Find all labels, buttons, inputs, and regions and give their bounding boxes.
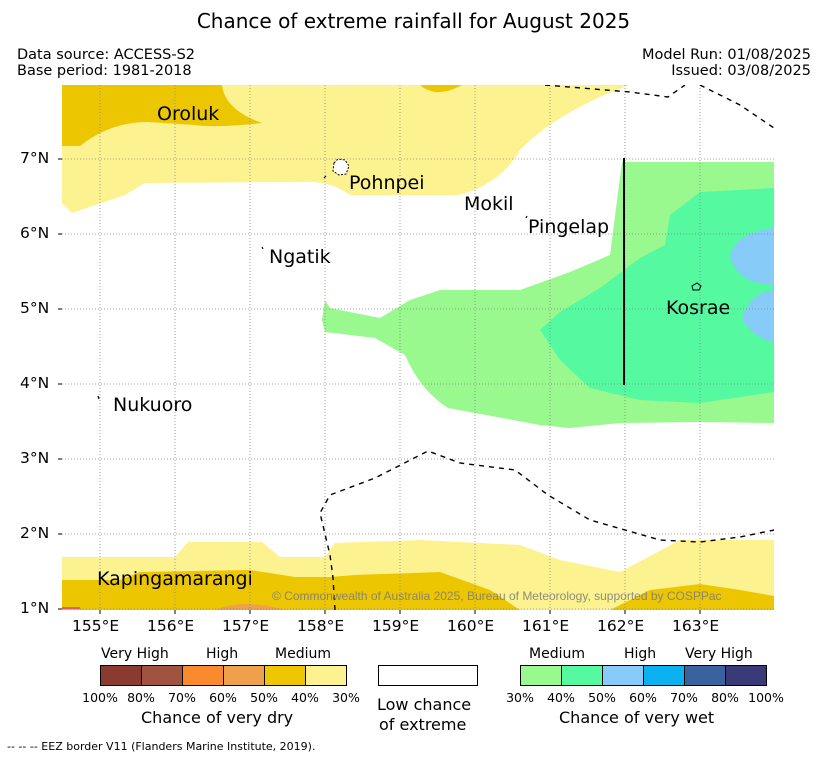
dry-group-high: High xyxy=(206,646,239,662)
wet-group-high: High xyxy=(624,646,657,662)
eez-footnote: -- -- -- EEZ border V11 (Flanders Marine… xyxy=(7,740,316,753)
copyright-text: © Commonwealth of Australia 2025, Bureau… xyxy=(272,589,722,603)
ngatik-atoll-mark xyxy=(261,246,264,250)
lat-tick-label: 3°N xyxy=(20,449,50,467)
label-oroluk: Oroluk xyxy=(157,103,220,125)
pohnpei-atoll-mark xyxy=(323,175,327,179)
label-kosrae: Kosrae xyxy=(666,297,731,319)
mokil-atoll-mark xyxy=(525,215,528,219)
tick-marks xyxy=(58,158,701,614)
lat-tick-label: 1°N xyxy=(20,599,50,617)
legend-percent: 70% xyxy=(670,690,698,705)
legend-percent: 50% xyxy=(588,690,616,705)
dry-group-very-high: Very High xyxy=(101,646,169,662)
lon-tick-label: 158°E xyxy=(297,617,345,635)
legend-swatch xyxy=(520,665,562,686)
legend-swatch xyxy=(643,665,685,686)
lon-tick-label: 161°E xyxy=(522,617,570,635)
label-nukuoro: Nukuoro xyxy=(113,394,193,416)
label-pohnpei: Pohnpei xyxy=(349,172,425,194)
legend-swatch xyxy=(684,665,726,686)
legend-swatch xyxy=(305,665,347,686)
dry-group-medium: Medium xyxy=(275,646,331,662)
legend-percent: 70% xyxy=(168,690,196,705)
pohnpei-island-outline xyxy=(332,158,350,176)
region-high-dry-south xyxy=(62,570,520,610)
issued-date: Issued: 03/08/2025 xyxy=(671,63,811,79)
region-very-high-wet xyxy=(730,228,774,285)
lon-tick-label: 155°E xyxy=(72,617,120,635)
eez-border-south xyxy=(319,450,774,610)
lat-tick-label: 4°N xyxy=(20,374,50,392)
lon-tick-label: 159°E xyxy=(372,617,420,635)
lon-tick-label: 162°E xyxy=(597,617,645,635)
wet-group-very-high: Very High xyxy=(685,646,753,662)
label-ngatik: Ngatik xyxy=(269,246,331,268)
data-source: Data source: ACCESS-S2 xyxy=(17,47,196,63)
nukuoro-atoll-mark xyxy=(97,395,100,400)
lat-tick-label: 5°N xyxy=(20,299,50,317)
legend-percent: 60% xyxy=(209,690,237,705)
dry-legend-title: Chance of very dry xyxy=(141,708,294,727)
map-title: Chance of extreme rainfall for August 20… xyxy=(196,9,631,33)
base-period: Base period: 1981-2018 xyxy=(17,63,192,79)
legend-percent: 100% xyxy=(748,690,784,705)
legend-swatch xyxy=(602,665,644,686)
lon-tick-label: 157°E xyxy=(222,617,270,635)
region-very-high-wet-south xyxy=(742,290,774,342)
lat-tick-label: 6°N xyxy=(20,224,50,242)
legend-percent: 60% xyxy=(629,690,657,705)
legend-percent: 50% xyxy=(250,690,278,705)
kosrae-island-outline xyxy=(691,282,702,291)
legend-swatch xyxy=(223,665,265,686)
region-high-wet xyxy=(540,188,774,403)
legend-swatch xyxy=(182,665,224,686)
lon-tick-label: 163°E xyxy=(672,617,720,635)
legend-percent: 100% xyxy=(82,690,118,705)
wet-group-medium: Medium xyxy=(529,646,585,662)
legend-swatch xyxy=(561,665,603,686)
region-high-dry-south-east xyxy=(610,584,774,610)
region-high-dry-north-east xyxy=(420,85,462,93)
model-run: Model Run: 01/08/2025 xyxy=(641,47,811,63)
wet-legend-title: Chance of very wet xyxy=(559,708,715,727)
lat-tick-label: 2°N xyxy=(20,524,50,542)
map-plot-area: © Commonwealth of Australia 2025, Bureau… xyxy=(62,85,774,610)
legend-percent: 40% xyxy=(547,690,575,705)
region-high-dry-north xyxy=(62,85,262,146)
label-kapingamarangi: Kapingamarangi xyxy=(97,568,253,590)
legend-swatch xyxy=(100,665,142,686)
neutral-label-line1: Low chance xyxy=(377,695,472,714)
neutral-swatch xyxy=(378,665,478,686)
lon-tick-label: 160°E xyxy=(447,617,495,635)
legend-swatch xyxy=(141,665,183,686)
legend-percent: 30% xyxy=(332,690,360,705)
lat-tick-label: 7°N xyxy=(20,149,50,167)
label-pingelap: Pingelap xyxy=(528,216,610,238)
legend-swatch xyxy=(725,665,767,686)
neutral-label-line2: of extreme xyxy=(379,715,467,734)
legend-percent: 80% xyxy=(711,690,739,705)
label-mokil: Mokil xyxy=(464,193,514,215)
legend-percent: 80% xyxy=(127,690,155,705)
eez-border-north xyxy=(544,85,774,129)
legend-swatch xyxy=(264,665,306,686)
lon-tick-label: 156°E xyxy=(147,617,195,635)
legend-percent: 40% xyxy=(291,690,319,705)
legend-percent: 30% xyxy=(506,690,534,705)
